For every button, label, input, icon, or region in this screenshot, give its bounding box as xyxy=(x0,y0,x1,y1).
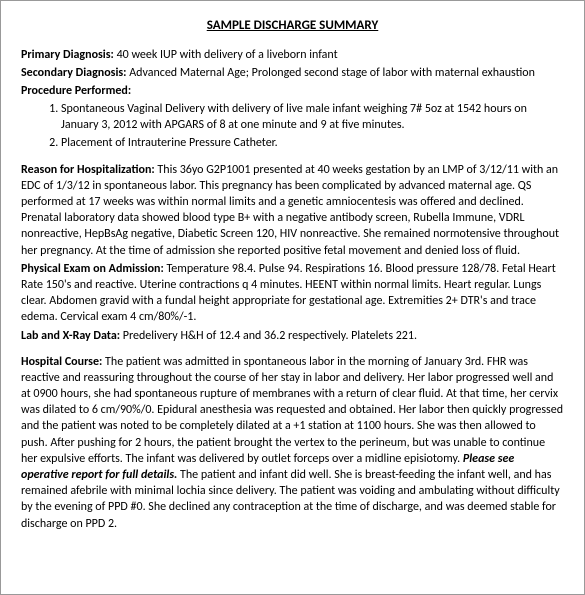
lab-text: Predelivery H&H of 12.4 and 36.2 respect… xyxy=(120,329,417,343)
primary-text: 40 week IUP with delivery of a liveborn … xyxy=(114,48,338,62)
secondary-text: Advanced Maternal Age; Prolonged second … xyxy=(127,66,535,80)
procedure-label: Procedure Performed: xyxy=(21,84,131,98)
page-title: SAMPLE DISCHARGE SUMMARY xyxy=(21,17,564,35)
physical-label: Physical Exam on Admission: xyxy=(21,262,164,276)
procedure-list: Spontaneous Vaginal Delivery with delive… xyxy=(21,101,564,152)
primary-label: Primary Diagnosis: xyxy=(21,48,114,62)
reason-label: Reason for Hospitalization: xyxy=(21,163,155,177)
lab-label: Lab and X-Ray Data: xyxy=(21,329,120,343)
primary-diagnosis: Primary Diagnosis: 40 week IUP with deli… xyxy=(21,47,564,63)
physical-section: Physical Exam on Admission: Temperature … xyxy=(21,261,564,326)
secondary-diagnosis: Secondary Diagnosis: Advanced Maternal A… xyxy=(21,65,564,81)
course-section: Hospital Course: The patient was admitte… xyxy=(21,354,564,532)
lab-section: Lab and X-Ray Data: Predelivery H&H of 1… xyxy=(21,328,564,344)
reason-section: Reason for Hospitalization: This 36yo G2… xyxy=(21,162,564,259)
secondary-label: Secondary Diagnosis: xyxy=(21,66,127,80)
course-label: Hospital Course: xyxy=(21,355,102,369)
course-text-1: The patient was admitted in spontaneous … xyxy=(21,355,563,466)
procedure-item: Placement of Intrauterine Pressure Cathe… xyxy=(61,135,564,151)
procedure-item: Spontaneous Vaginal Delivery with delive… xyxy=(61,101,564,133)
procedure-performed: Procedure Performed: Spontaneous Vaginal… xyxy=(21,83,564,152)
discharge-summary-page: SAMPLE DISCHARGE SUMMARY Primary Diagnos… xyxy=(0,0,585,595)
